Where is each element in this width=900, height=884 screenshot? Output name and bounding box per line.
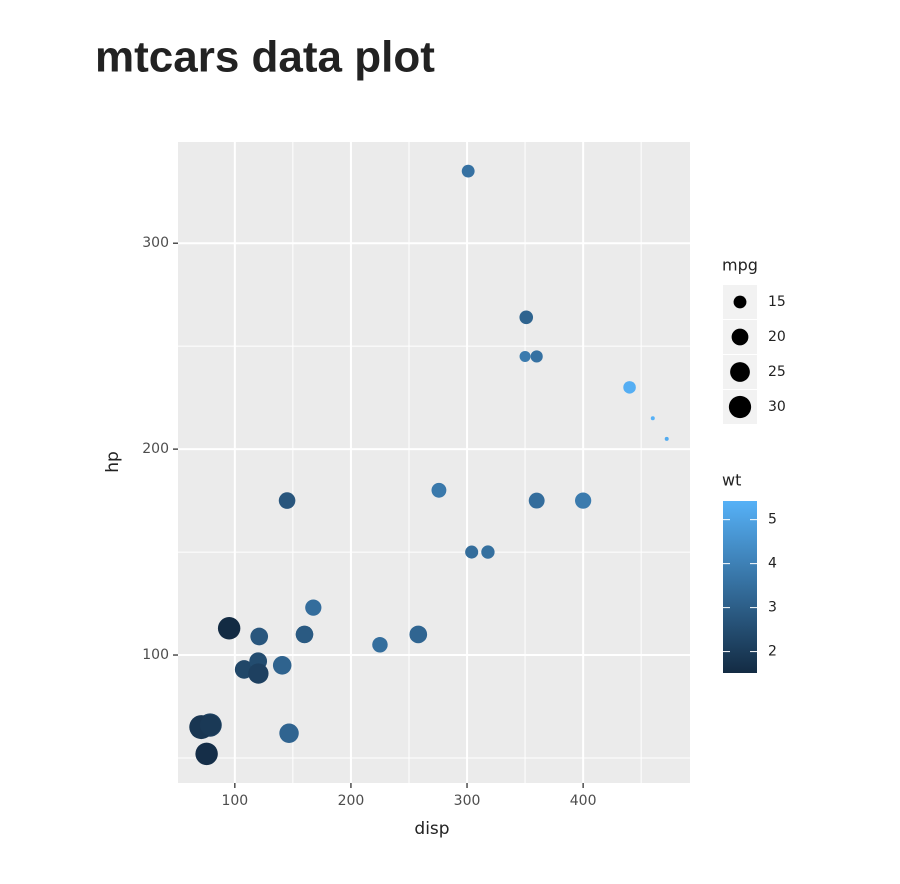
y-axis-label: hp (103, 451, 123, 473)
point (519, 310, 534, 325)
legend-label: 4 (768, 556, 777, 572)
point (650, 416, 655, 421)
y-tick-label: 300 (142, 235, 169, 251)
point (272, 656, 292, 675)
page-title: mtcars data plot (95, 33, 435, 82)
y-tick-label: 200 (142, 441, 169, 457)
point (372, 637, 388, 653)
x-tick-label: 400 (570, 793, 597, 809)
point (409, 625, 428, 644)
legend-symbol (728, 395, 752, 419)
point (528, 492, 545, 509)
x-axis-label: disp (414, 819, 449, 839)
point (195, 742, 218, 766)
panel (178, 142, 690, 783)
x-tick-label: 100 (221, 793, 248, 809)
legend-title: wt (722, 471, 741, 490)
point (295, 625, 314, 644)
point (623, 381, 636, 394)
point (305, 600, 321, 616)
point (279, 723, 299, 743)
point (481, 545, 495, 559)
colorbar (723, 501, 757, 673)
point (519, 350, 531, 362)
legend-symbol (730, 362, 750, 382)
point (575, 492, 592, 509)
legend-label: 20 (768, 329, 786, 345)
legend-label: 15 (768, 294, 786, 310)
legend-symbol (733, 295, 747, 309)
point (250, 627, 269, 646)
x-tick-label: 300 (454, 793, 481, 809)
legend-label: 2 (768, 644, 777, 660)
point (530, 350, 543, 363)
point (664, 436, 669, 441)
point (461, 164, 475, 178)
point (248, 663, 269, 684)
legend-label: 30 (768, 399, 786, 415)
legend-label: 5 (768, 512, 777, 528)
legend-label: 3 (768, 600, 777, 616)
point (278, 492, 296, 509)
point (465, 545, 479, 559)
point (199, 714, 221, 736)
legend-label: 25 (768, 364, 786, 380)
point (432, 483, 446, 497)
legend-title: mpg (722, 256, 758, 275)
y-tick-label: 100 (142, 647, 169, 663)
legend-symbol (731, 328, 749, 346)
point (217, 617, 241, 640)
x-tick-label: 200 (338, 793, 365, 809)
